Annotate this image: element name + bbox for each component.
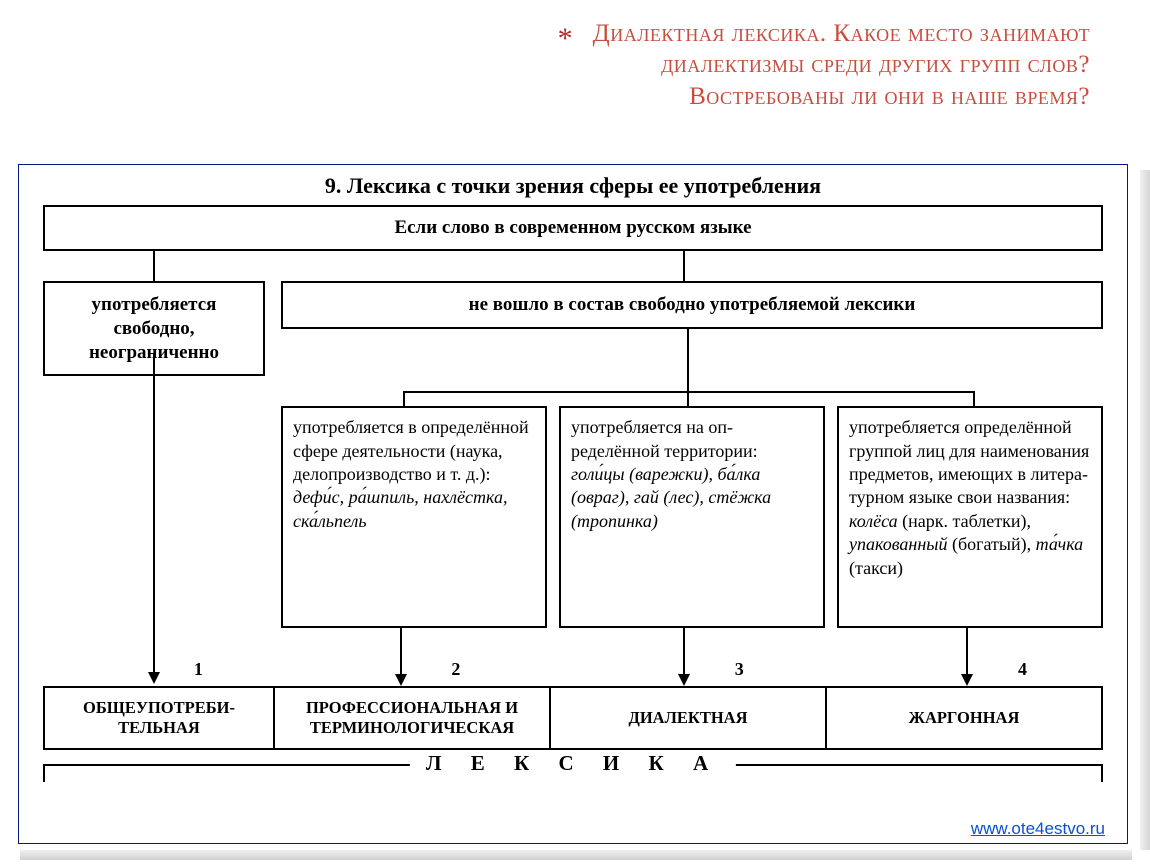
title-line3: Востребованы ли они в наше время? — [689, 83, 1090, 110]
connector-line — [683, 251, 685, 281]
category-jargon: ЖАРГОННАЯ — [827, 688, 1101, 748]
connector-line — [973, 391, 975, 406]
arrow-number-4: 4 — [1018, 659, 1027, 680]
row2: употребляется свободно, неограниченно не… — [43, 281, 1103, 376]
category-dialectal: ДИАЛЕКТНАЯ — [551, 688, 827, 748]
arrow-row: 1 2 3 4 — [43, 628, 1103, 686]
connector-line — [687, 328, 689, 391]
box-jargon: употребляется опре­делённой группой лиц … — [837, 406, 1103, 628]
arrow-number-2: 2 — [451, 659, 460, 680]
source-url[interactable]: www.ote4estvo.ru — [971, 819, 1105, 839]
box-professional: употребляется в определённой сфере деяте… — [281, 406, 547, 628]
frame-shadow-right — [1140, 170, 1150, 850]
category-common: ОБЩЕУПОТРЕБИ­ТЕЛЬНАЯ — [45, 688, 275, 748]
lexika-label: Л Е К С И К А — [410, 751, 736, 776]
connector-line — [403, 391, 405, 406]
row4: ОБЩЕУПОТРЕБИ­ТЕЛЬНАЯ ПРОФЕССИОНАЛЬНАЯ И … — [43, 686, 1103, 750]
title-text: Диалектная лексика. Какое место занимают… — [593, 18, 1090, 112]
arrow-down-icon — [145, 354, 163, 684]
lexika-bracket: Л Е К С И К А — [43, 764, 1103, 782]
category-professional: ПРОФЕССИОНАЛЬНАЯ И ТЕРМИНОЛОГИ­ЧЕСКАЯ — [275, 688, 551, 748]
arrow-down-icon — [958, 628, 976, 686]
arrow-number-1: 1 — [194, 659, 203, 680]
section-title: Лексика с точки зрения сферы ее употребл… — [347, 173, 821, 198]
arrow-down-icon — [392, 628, 410, 686]
arrow-number-3: 3 — [735, 659, 744, 680]
slide-title: * Диалектная лексика. Какое место занима… — [593, 18, 1090, 112]
connectors-mid — [43, 376, 1103, 406]
frame-shadow-bottom — [20, 850, 1132, 860]
title-line1: Диалектная лексика. Какое место занимают — [593, 20, 1090, 47]
section-number: 9. — [325, 173, 342, 198]
title-line2: диалектизмы среди других групп слов? — [661, 51, 1090, 78]
connector-line — [153, 251, 155, 281]
diagram-frame: 9. Лексика с точки зрения сферы ее употр… — [18, 164, 1128, 844]
connector-line — [687, 391, 689, 406]
row3: употребляется в определённой сфере деяте… — [43, 406, 1103, 628]
root-box: Если слово в современном русском языке — [43, 205, 1103, 251]
box-restricted-use: не вошло в состав свободно употребляемой… — [281, 281, 1103, 329]
box-dialectal: употребляется на оп­ределённой террито­р… — [559, 406, 825, 628]
connectors-top — [43, 251, 1103, 281]
section-header: 9. Лексика с точки зрения сферы ее употр… — [33, 173, 1113, 199]
title-asterisk: * — [558, 22, 573, 56]
arrow-down-icon — [675, 628, 693, 686]
